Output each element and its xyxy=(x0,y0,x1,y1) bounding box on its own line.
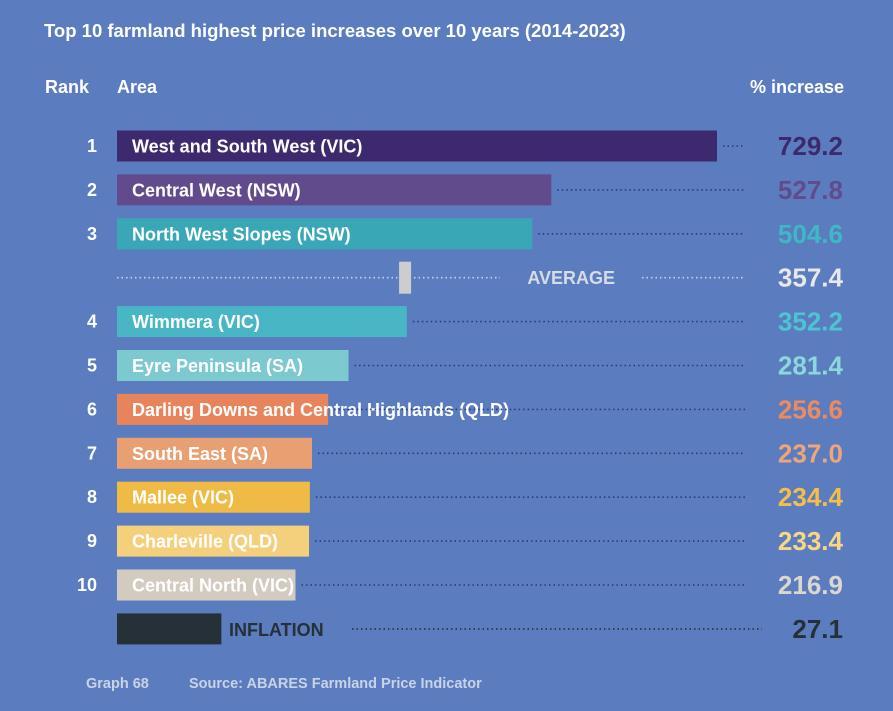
value-label: 256.6 xyxy=(778,394,843,424)
bar-label: Eyre Peninsula (SA) xyxy=(132,356,303,376)
bar-label: West and South West (VIC) xyxy=(132,137,362,157)
chart-title: Top 10 farmland highest price increases … xyxy=(44,20,626,41)
rank-number: 5 xyxy=(87,356,97,376)
bar xyxy=(117,218,533,250)
value-label: 357.4 xyxy=(778,263,844,293)
bar-label: North West Slopes (NSW) xyxy=(132,224,351,244)
value-label: 216.9 xyxy=(778,570,843,600)
bar xyxy=(117,569,296,601)
inflation-label: INFLATION xyxy=(229,620,324,640)
bar-label: Mallee (VIC) xyxy=(132,488,234,508)
bar xyxy=(117,481,310,513)
bar xyxy=(117,130,717,162)
rank-number: 2 xyxy=(87,180,97,200)
graph-number: Graph 68 xyxy=(86,676,149,692)
bar xyxy=(117,350,349,381)
value-label: 234.4 xyxy=(778,482,844,512)
rank-number: 10 xyxy=(77,575,97,595)
value-label: 729.2 xyxy=(778,131,843,161)
value-label: 527.8 xyxy=(778,175,843,205)
average-marker xyxy=(399,261,412,294)
value-label: 504.6 xyxy=(778,219,843,249)
rank-number: 1 xyxy=(87,136,97,156)
value-label: 233.4 xyxy=(778,526,844,556)
bar-label: Wimmera (VIC) xyxy=(132,312,260,332)
bar xyxy=(117,525,310,557)
bar-label: Darling Downs and Central Highlands (QLD… xyxy=(132,400,509,420)
inflation-bar xyxy=(117,613,222,645)
rank-column-header: Rank xyxy=(45,77,90,97)
rank-number: 3 xyxy=(87,224,97,244)
value-label: 27.1 xyxy=(792,614,843,644)
value-column-header: % increase xyxy=(749,77,844,97)
rank-number: 4 xyxy=(87,312,97,332)
bar-label: Central West (NSW) xyxy=(132,180,301,200)
value-label: 281.4 xyxy=(778,351,844,381)
bar-label: Central North (VIC) xyxy=(132,576,294,596)
value-label: 237.0 xyxy=(778,438,843,468)
rank-number: 8 xyxy=(87,487,97,507)
value-label: 352.2 xyxy=(778,307,843,337)
rank-number: 9 xyxy=(87,531,97,551)
rank-number: 7 xyxy=(87,443,97,463)
bar-label: Charleville (QLD) xyxy=(132,532,278,552)
source-note: Source: ABARES Farmland Price Indicator xyxy=(189,676,482,692)
bar xyxy=(117,174,552,206)
bar xyxy=(117,306,407,338)
bar-label: South East (SA) xyxy=(132,444,268,464)
bar xyxy=(117,393,329,425)
rank-number: 6 xyxy=(87,399,97,419)
average-label: AVERAGE xyxy=(527,268,615,288)
area-column-header: Area xyxy=(117,77,158,97)
bar xyxy=(117,437,313,469)
